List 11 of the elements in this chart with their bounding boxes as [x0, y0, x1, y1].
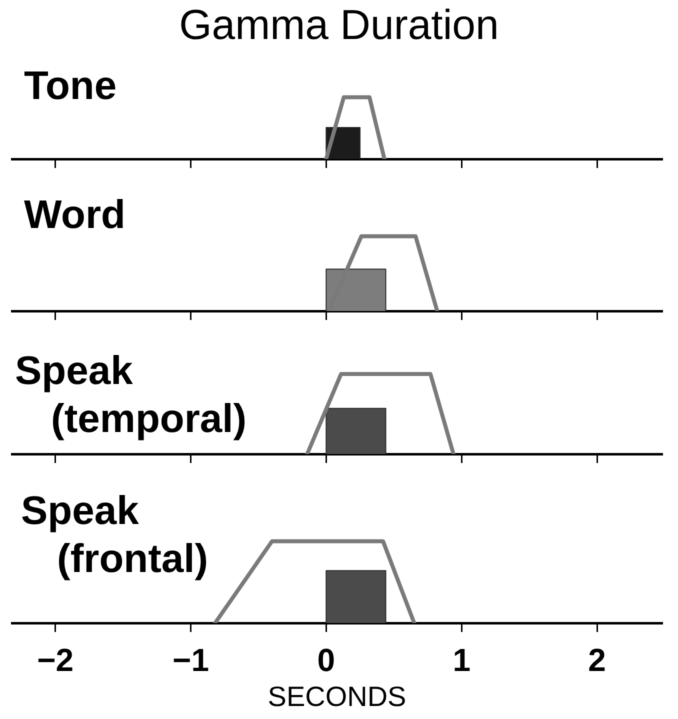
x-tick-label: 0 — [317, 642, 336, 678]
chart-subtitle: Speak (temporal) — [15, 348, 248, 443]
chart-subtitle: Word — [24, 192, 126, 239]
x-tick-label: −1 — [172, 642, 209, 678]
x-tick-label: 1 — [452, 642, 470, 678]
chart-title: Gamma Duration — [178, 1, 500, 48]
x-tick-label: −2 — [37, 642, 74, 678]
chart-subtitle: Speak (frontal) — [21, 488, 210, 583]
chart-subtitle: Tone — [24, 63, 118, 110]
x-axis-title: SECONDS — [268, 680, 406, 712]
x-tick-label: 2 — [588, 642, 606, 678]
